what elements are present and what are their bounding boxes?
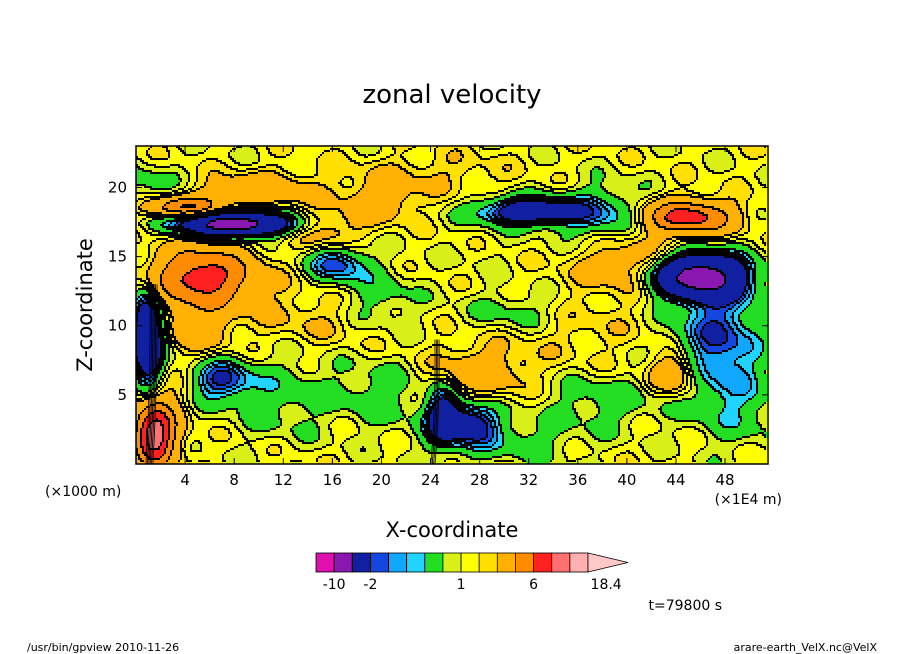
colorbar-segment (460, 552, 480, 573)
x-axis-unit: (×1E4 m) (715, 492, 782, 508)
plot-frame (135, 145, 769, 465)
colorbar-extend-arrow (587, 552, 629, 573)
colorbar (315, 552, 629, 573)
colorbar-ticks: -10 -2 1 6 18.4 (323, 577, 622, 593)
steep-contour-line (148, 284, 154, 465)
colorbar-segment (424, 552, 444, 573)
colorbar-tick-label: 18.4 (591, 577, 622, 593)
colorbar-segment (388, 552, 408, 573)
x-tick-label: 8 (229, 471, 239, 489)
x-tick-label: 36 (568, 471, 587, 489)
footer-right: arare-earth_VelX.nc@VelX (734, 641, 878, 654)
x-tick-label: 32 (519, 471, 538, 489)
y-axis-label: Z-coordinate (73, 238, 97, 372)
colorbar-segment (478, 552, 498, 573)
x-tick-label: 48 (716, 471, 735, 489)
colorbar-segment (533, 552, 553, 573)
x-tick-label: 20 (372, 471, 391, 489)
chart-title: zonal velocity (362, 80, 541, 110)
x-tick-label: 24 (421, 471, 440, 489)
colorbar-segment (406, 552, 426, 573)
y-tick-label: 5 (117, 386, 127, 404)
y-tick-label: 15 (108, 248, 127, 266)
colorbar-segment (369, 552, 389, 573)
x-axis-label: X-coordinate (386, 518, 519, 542)
y-tick-label: 20 (108, 178, 127, 196)
colorbar-segment (442, 552, 462, 573)
colorbar-segment (315, 552, 335, 573)
colorbar-segment (351, 552, 371, 573)
steep-contours (145, 284, 440, 465)
steep-contour-line (145, 284, 151, 465)
x-tick-label: 40 (617, 471, 636, 489)
steep-contour-line (431, 339, 437, 465)
x-tick-label: 4 (180, 471, 190, 489)
steep-contour-line (151, 284, 157, 465)
steep-contour-line (433, 339, 439, 465)
colorbar-segment (569, 552, 589, 573)
colorbar-segment (333, 552, 353, 573)
colorbar-segment (551, 552, 571, 573)
colorbar-segment (515, 552, 535, 573)
colorbar-tick-label: -10 (323, 577, 346, 593)
footer-left: /usr/bin/gpview 2010-11-26 (27, 641, 179, 654)
x-axis-ticks: 4 8 12 16 20 24 28 32 36 40 44 48 (180, 146, 735, 489)
time-label: t=79800 s (649, 598, 723, 614)
steep-contour-line (434, 339, 440, 465)
heatmap-field (136, 146, 768, 464)
colorbar-tick-label: -2 (363, 577, 377, 593)
steep-contour-line (430, 339, 436, 465)
steep-contour-line (149, 284, 155, 465)
y-axis-unit: (×1000 m) (45, 484, 121, 500)
colorbar-tick-label: 1 (457, 577, 466, 593)
y-axis-ticks: 5 10 15 20 (108, 178, 768, 404)
steep-contour-line (146, 284, 152, 465)
colorbar-segment (496, 552, 516, 573)
steep-contour-line (152, 284, 158, 465)
x-tick-label: 28 (470, 471, 489, 489)
y-tick-label: 10 (108, 317, 127, 335)
x-tick-label: 12 (274, 471, 293, 489)
x-tick-label: 44 (666, 471, 685, 489)
colorbar-tick-label: 6 (529, 577, 538, 593)
plot-area (135, 145, 769, 465)
x-tick-label: 16 (323, 471, 342, 489)
